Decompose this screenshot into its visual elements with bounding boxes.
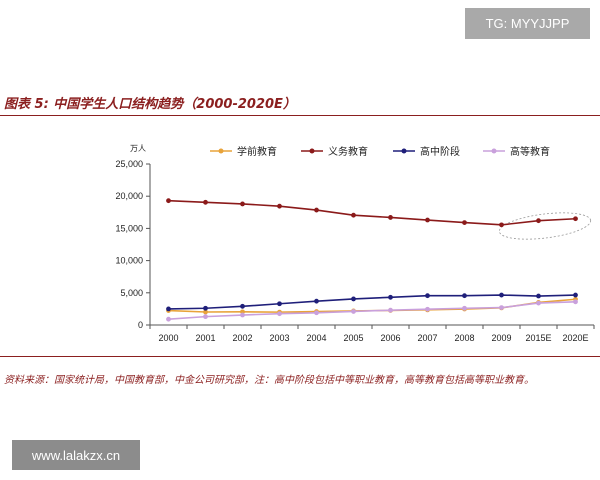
- y-axis-unit-label: 万人: [130, 144, 146, 153]
- data-point: [203, 314, 208, 320]
- data-point: [462, 305, 467, 311]
- data-point: [240, 303, 245, 309]
- data-point: [499, 222, 504, 228]
- data-point: [425, 217, 430, 223]
- chart-series: [166, 198, 578, 322]
- data-point: [388, 307, 393, 313]
- tg-watermark: TG: MYYJJPP: [465, 8, 590, 39]
- x-tick-label: 2001: [195, 333, 215, 343]
- source-note: 资料来源：国家统计局，中国教育部，中金公司研究部，注：高中阶段包括中等职业教育，…: [4, 375, 534, 386]
- source-divider: [0, 356, 600, 357]
- y-tick-label: 25,000: [115, 159, 143, 169]
- data-point: [277, 311, 282, 317]
- title-divider: [0, 115, 600, 116]
- data-point: [573, 216, 578, 222]
- data-point: [536, 293, 541, 299]
- x-tick-label: 2009: [491, 333, 511, 343]
- data-point: [166, 316, 171, 322]
- data-point: [314, 298, 319, 304]
- legend-label: 义务教育: [328, 145, 368, 158]
- series-line: [168, 199, 576, 226]
- annotation-ellipse: [498, 212, 592, 240]
- data-point: [536, 218, 541, 224]
- x-tick-label: 2000: [158, 333, 178, 343]
- data-point: [536, 300, 541, 306]
- y-tick-label: 5,000: [120, 288, 143, 298]
- data-point: [203, 309, 208, 315]
- data-point: [573, 299, 578, 305]
- data-point: [166, 306, 171, 312]
- figure-title: 图表 5: 中国学生人口结构趋势（2000-2020E）: [4, 97, 296, 112]
- legend-label: 高等教育: [510, 145, 550, 158]
- data-point: [277, 203, 282, 209]
- data-point: [351, 296, 356, 302]
- data-point: [277, 301, 282, 307]
- x-tick-label: 2002: [232, 333, 252, 343]
- chart-legend: 学前教育 义务教育 高中阶段 高等教育: [210, 145, 550, 158]
- x-tick-label: 2005: [343, 333, 363, 343]
- data-point: [203, 199, 208, 205]
- legend-label: 学前教育: [237, 145, 277, 158]
- y-tick-label: 15,000: [115, 223, 143, 233]
- data-point: [351, 309, 356, 314]
- data-point: [499, 305, 504, 311]
- legend-swatch-marker: [401, 148, 407, 154]
- data-point: [314, 207, 319, 213]
- x-axis-ticks: 2000 2001 2002 2003 2004 2005 2006 2007 2008 2009…: [149, 325, 595, 343]
- data-point: [388, 294, 393, 300]
- data-point: [314, 310, 319, 316]
- series-line: [168, 301, 576, 321]
- y-tick-label: 20,000: [115, 191, 143, 201]
- data-point: [203, 305, 208, 311]
- data-point: [240, 312, 245, 318]
- chart-annotation: [498, 212, 592, 240]
- url-watermark: www.lalakzx.cn: [12, 440, 140, 470]
- data-point: [388, 215, 393, 220]
- y-tick-label: 10,000: [115, 256, 143, 266]
- data-point: [499, 292, 504, 298]
- x-tick-label: 2006: [380, 333, 400, 343]
- data-point: [573, 292, 578, 298]
- legend-label: 高中阶段: [420, 145, 460, 158]
- x-tick-label: 2003: [269, 333, 289, 343]
- data-point: [462, 220, 467, 226]
- x-tick-label: 2007: [417, 333, 437, 343]
- series-line: [168, 294, 576, 310]
- x-tick-label: 2004: [306, 333, 326, 343]
- data-point: [462, 293, 467, 299]
- x-tick-label: 2020E: [562, 333, 588, 343]
- legend-swatch-marker: [218, 148, 224, 154]
- data-point: [166, 198, 171, 204]
- data-point: [240, 201, 245, 207]
- legend-swatch-marker: [309, 148, 315, 154]
- y-tick-label: 0: [138, 320, 143, 330]
- data-point: [425, 306, 430, 312]
- chart-axes: [149, 164, 594, 326]
- legend-swatch-marker: [491, 148, 497, 154]
- data-point: [351, 212, 356, 218]
- x-tick-label: 2008: [454, 333, 474, 343]
- y-axis-ticks: 0 5,000 10,000 15,000 20,000 25,000: [115, 159, 150, 330]
- x-tick-label: 2015E: [525, 333, 551, 343]
- data-point: [425, 293, 430, 299]
